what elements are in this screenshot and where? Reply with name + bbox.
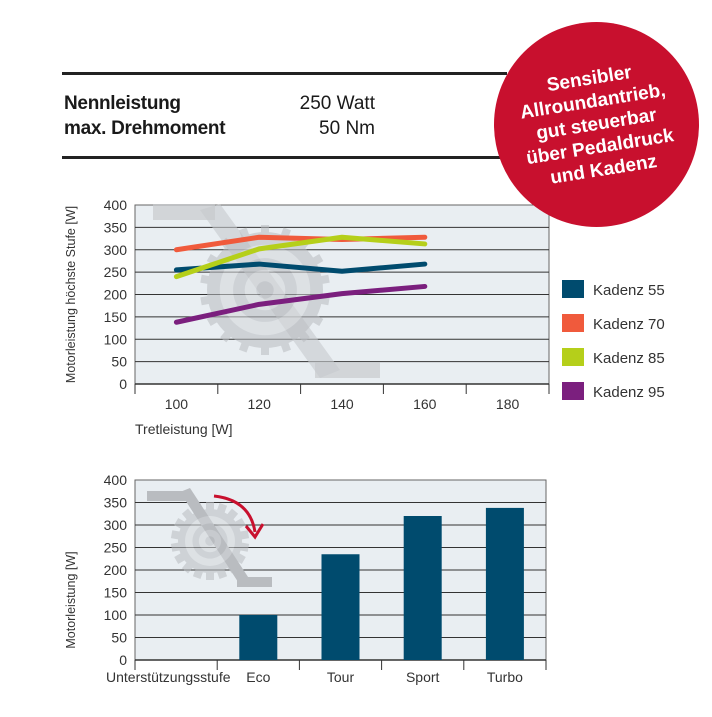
bar-turbo	[485, 507, 524, 660]
bar-y-tick-label: 50	[111, 630, 127, 646]
legend-swatch	[562, 314, 584, 332]
line-x-tick-label: 140	[330, 396, 354, 412]
feature-badge: Sensibler Allroundantrieb, gut steuerbar…	[494, 22, 699, 227]
line-y-tick-label: 300	[104, 242, 128, 258]
bar-y-axis-title: Motorleistung [W]	[64, 551, 78, 648]
line-y-tick-label: 400	[104, 197, 128, 213]
rotation-arrow-head-icon	[244, 523, 265, 540]
crank-pedal-illustration	[153, 204, 215, 220]
line-x-axis-title: Tretleistung [W]	[135, 421, 233, 437]
series-line-kadenz-55	[173, 261, 428, 274]
legend-label: Kadenz 70	[593, 316, 665, 333]
bar-y-tick-label: 150	[104, 585, 128, 601]
bar-y-tick-label: 200	[104, 562, 128, 578]
legend-swatch	[562, 348, 584, 366]
bar-y-tick-label: 300	[104, 517, 128, 533]
line-y-tick-label: 150	[104, 309, 128, 325]
legend-swatch	[562, 382, 584, 400]
line-x-tick-label: 120	[248, 396, 272, 412]
line-y-tick-label: 50	[111, 354, 127, 370]
crank-pedal-illustration	[315, 362, 380, 378]
line-y-tick-label: 200	[104, 287, 128, 303]
bar-tour	[321, 554, 360, 660]
spec-label-max-torque: max. Drehmoment	[64, 118, 226, 139]
legend-label: Kadenz 85	[593, 350, 665, 367]
bar-eco	[239, 615, 278, 660]
bar-x-axis-title: Unterstützungsstufe	[106, 669, 231, 685]
bar-y-tick-label: 100	[104, 607, 128, 623]
series-line-kadenz-85	[173, 234, 428, 280]
line-x-tick-label: 160	[413, 396, 437, 412]
series-line-kadenz-95	[173, 283, 428, 325]
rotation-arrow-icon	[213, 494, 257, 533]
bar-y-tick-label: 250	[104, 540, 128, 556]
divider-bottom	[62, 156, 507, 159]
crank-gear-illustration	[170, 502, 250, 580]
bar-y-tick-label: 400	[104, 472, 128, 488]
bar-x-tick-label: Eco	[246, 669, 270, 685]
line-y-tick-label: 250	[104, 264, 128, 280]
crank-pedal-illustration	[147, 491, 187, 501]
line-y-tick-label: 350	[104, 219, 128, 235]
bar-y-tick-label: 0	[119, 652, 127, 668]
crank-pedal-illustration	[237, 577, 272, 587]
spec-value-max-torque: 50 Nm	[319, 118, 375, 139]
bar-sport	[403, 516, 442, 660]
line-y-tick-label: 0	[119, 376, 127, 392]
bar-x-tick-label: Tour	[327, 669, 355, 685]
legend-label: Kadenz 95	[593, 384, 665, 401]
line-x-tick-label: 180	[496, 396, 520, 412]
spec-label-rated-power: Nennleistung	[64, 93, 181, 114]
line-y-tick-label: 100	[104, 331, 128, 347]
legend-swatch	[562, 280, 584, 298]
spec-value-rated-power: 250 Watt	[299, 93, 375, 114]
bar-x-tick-label: Sport	[406, 669, 440, 685]
line-y-axis-title: Motorleistung höchste Stufe [W]	[64, 206, 78, 383]
legend-label: Kadenz 55	[593, 282, 665, 299]
divider-top	[62, 72, 507, 75]
line-x-tick-label: 100	[165, 396, 189, 412]
bar-y-tick-label: 350	[104, 495, 128, 511]
bar-x-tick-label: Turbo	[487, 669, 523, 685]
